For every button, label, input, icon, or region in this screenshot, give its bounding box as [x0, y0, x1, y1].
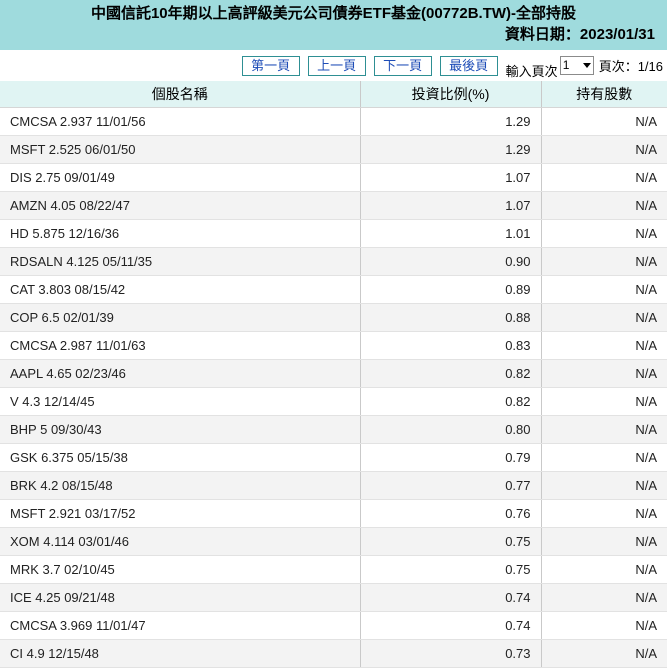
table-row: DIS 2.75 09/01/49 1.07 N/A [0, 163, 667, 192]
column-header-ratio: 投資比例(%) [360, 81, 542, 108]
cell-investment-ratio: 0.74 [360, 611, 542, 640]
cell-investment-ratio: 0.83 [360, 331, 542, 360]
cell-investment-ratio: 0.74 [360, 583, 542, 612]
table-row: XOM 4.114 03/01/46 0.75 N/A [0, 527, 667, 556]
table-row: MRK 3.7 02/10/45 0.75 N/A [0, 555, 667, 584]
holdings-table: 個股名稱 投資比例(%) 持有股數 CMCSA 2.937 11/01/56 1.… [0, 81, 667, 668]
cell-investment-ratio: 0.82 [360, 359, 542, 388]
cell-stock-name: AAPL 4.65 02/23/46 [0, 359, 361, 388]
table-row: COP 6.5 02/01/39 0.88 N/A [0, 303, 667, 332]
table-row: CMCSA 2.937 11/01/56 1.29 N/A [0, 107, 667, 136]
cell-investment-ratio: 1.29 [360, 135, 542, 164]
fund-header-band: 中國信託10年期以上高評級美元公司債券ETF基金(00772B.TW)-全部持股… [0, 0, 667, 50]
cell-shares-held: N/A [541, 303, 667, 332]
column-header-name: 個股名稱 [0, 81, 361, 108]
column-header-shares: 持有股數 [541, 81, 667, 108]
cell-investment-ratio: 1.29 [360, 107, 542, 136]
cell-shares-held: N/A [541, 163, 667, 192]
cell-shares-held: N/A [541, 555, 667, 584]
cell-stock-name: MSFT 2.921 03/17/52 [0, 499, 361, 528]
cell-stock-name: CAT 3.803 08/15/42 [0, 275, 361, 304]
cell-stock-name: BRK 4.2 08/15/48 [0, 471, 361, 500]
cell-shares-held: N/A [541, 191, 667, 220]
page-select-value: 1 [562, 58, 570, 72]
cell-stock-name: CMCSA 2.937 11/01/56 [0, 107, 361, 136]
cell-investment-ratio: 0.79 [360, 443, 542, 472]
cell-investment-ratio: 0.82 [360, 387, 542, 416]
table-header-row: 個股名稱 投資比例(%) 持有股數 [0, 81, 667, 108]
cell-shares-held: N/A [541, 527, 667, 556]
cell-shares-held: N/A [541, 135, 667, 164]
cell-stock-name: DIS 2.75 09/01/49 [0, 163, 361, 192]
cell-shares-held: N/A [541, 415, 667, 444]
cell-investment-ratio: 0.80 [360, 415, 542, 444]
cell-shares-held: N/A [541, 359, 667, 388]
cell-investment-ratio: 0.75 [360, 527, 542, 556]
table-row: GSK 6.375 05/15/38 0.79 N/A [0, 443, 667, 472]
page-count-label: 頁次：1/16 [598, 59, 663, 74]
cell-stock-name: CMCSA 2.987 11/01/63 [0, 331, 361, 360]
table-row: AMZN 4.05 08/22/47 1.07 N/A [0, 191, 667, 220]
last-page-button[interactable]: 最後頁 [439, 55, 498, 76]
table-row: MSFT 2.525 06/01/50 1.29 N/A [0, 135, 667, 164]
cell-shares-held: N/A [541, 219, 667, 248]
cell-stock-name: ICE 4.25 09/21/48 [0, 583, 361, 612]
cell-investment-ratio: 1.07 [360, 191, 542, 220]
holdings-table-body: CMCSA 2.937 11/01/56 1.29 N/A MSFT 2.525 06… [0, 107, 667, 668]
cell-stock-name: BHP 5 09/30/43 [0, 415, 361, 444]
cell-shares-held: N/A [541, 275, 667, 304]
page-title: 中國信託10年期以上高評級美元公司債券ETF基金(00772B.TW)-全部持股 [90, 5, 577, 22]
cell-shares-held: N/A [541, 499, 667, 528]
cell-shares-held: N/A [541, 443, 667, 472]
chevron-down-icon [582, 63, 591, 68]
table-row: CMCSA 2.987 11/01/63 0.83 N/A [0, 331, 667, 360]
cell-shares-held: N/A [541, 611, 667, 640]
first-page-button[interactable]: 第一頁 [241, 55, 300, 76]
cell-investment-ratio: 0.88 [360, 303, 542, 332]
cell-shares-held: N/A [541, 583, 667, 612]
cell-shares-held: N/A [541, 107, 667, 136]
table-row: ICE 4.25 09/21/48 0.74 N/A [0, 583, 667, 612]
cell-stock-name: RDSALN 4.125 05/11/35 [0, 247, 361, 276]
table-row: V 4.3 12/14/45 0.82 N/A [0, 387, 667, 416]
cell-shares-held: N/A [541, 247, 667, 276]
cell-stock-name: MSFT 2.525 06/01/50 [0, 135, 361, 164]
cell-investment-ratio: 0.76 [360, 499, 542, 528]
cell-stock-name: GSK 6.375 05/15/38 [0, 443, 361, 472]
cell-shares-held: N/A [541, 471, 667, 500]
cell-shares-held: N/A [541, 331, 667, 360]
cell-stock-name: CMCSA 3.969 11/01/47 [0, 611, 361, 640]
cell-investment-ratio: 0.75 [360, 555, 542, 584]
cell-stock-name: AMZN 4.05 08/22/47 [0, 191, 361, 220]
pagination-toolbar: 第一頁 上一頁 下一頁 最後頁 輸入頁次 1 頁次：1/16 [0, 50, 667, 81]
table-row: MSFT 2.921 03/17/52 0.76 N/A [0, 499, 667, 528]
table-row: BHP 5 09/30/43 0.80 N/A [0, 415, 667, 444]
table-row: AAPL 4.65 02/23/46 0.82 N/A [0, 359, 667, 388]
cell-stock-name: COP 6.5 02/01/39 [0, 303, 361, 332]
cell-shares-held: N/A [541, 387, 667, 416]
cell-investment-ratio: 0.90 [360, 247, 542, 276]
cell-investment-ratio: 0.77 [360, 471, 542, 500]
cell-stock-name: XOM 4.114 03/01/46 [0, 527, 361, 556]
cell-stock-name: MRK 3.7 02/10/45 [0, 555, 361, 584]
prev-page-button[interactable]: 上一頁 [307, 55, 366, 76]
cell-stock-name: HD 5.875 12/16/36 [0, 219, 361, 248]
next-page-button[interactable]: 下一頁 [373, 55, 432, 76]
page-input-label: 輸入頁次 [505, 64, 558, 79]
cell-investment-ratio: 0.89 [360, 275, 542, 304]
data-date-label: 資料日期：2023/01/31 [504, 26, 655, 43]
cell-investment-ratio: 1.07 [360, 163, 542, 192]
table-row: BRK 4.2 08/15/48 0.77 N/A [0, 471, 667, 500]
table-row: CAT 3.803 08/15/42 0.89 N/A [0, 275, 667, 304]
table-row: HD 5.875 12/16/36 1.01 N/A [0, 219, 667, 248]
cell-investment-ratio: 1.01 [360, 219, 542, 248]
table-row: CMCSA 3.969 11/01/47 0.74 N/A [0, 611, 667, 640]
table-row: RDSALN 4.125 05/11/35 0.90 N/A [0, 247, 667, 276]
cell-stock-name: V 4.3 12/14/45 [0, 387, 361, 416]
page-select[interactable]: 1 [559, 56, 594, 75]
